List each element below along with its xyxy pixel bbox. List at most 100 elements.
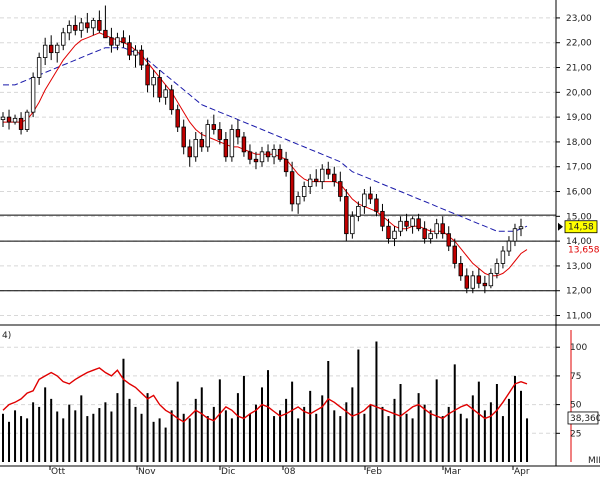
candle-body [247, 151, 253, 160]
candle-body [103, 29, 108, 39]
candle-body [12, 117, 18, 123]
y-tick-label: 15,00 [566, 212, 592, 222]
candle-body [398, 220, 403, 232]
candle-body [470, 275, 476, 289]
ma-slow-line [3, 47, 528, 232]
indicator-panel [0, 330, 572, 462]
candle-body [42, 44, 48, 59]
candle-body [374, 198, 379, 212]
candle-body [488, 272, 494, 287]
candle-body [211, 124, 217, 130]
candle-body [307, 178, 313, 187]
candle-body [344, 196, 349, 235]
candle-body [428, 233, 433, 240]
y-tick-label: 19,00 [566, 113, 592, 123]
candle-body [97, 19, 102, 31]
ma-value-label: 13,658 [568, 246, 600, 256]
x-tick-label: Feb [366, 467, 382, 477]
candle-body [434, 223, 439, 235]
candle-body [235, 129, 241, 138]
y-tick-label: 11,00 [566, 312, 592, 322]
candle-body [67, 24, 72, 34]
candle-body [476, 275, 482, 284]
candle-body [301, 186, 307, 197]
candle-body [223, 139, 229, 158]
y-tick-label: 16,00 [566, 188, 592, 198]
candle-body [416, 218, 421, 230]
tick-labels: 23,00 22,00 21,00 20,00 19,00 18,00 17,00 16,00… [2, 14, 600, 477]
candle-body [79, 22, 84, 31]
candle-body [271, 148, 277, 158]
x-tick-label: 08 [284, 467, 296, 477]
candle-body [24, 111, 30, 130]
candle-body [320, 168, 325, 182]
ind-last-value-box [567, 411, 599, 425]
y-tick-label: 20,00 [566, 88, 592, 98]
candle-body [48, 44, 54, 54]
candle-body [380, 210, 385, 227]
candle-body [494, 263, 500, 274]
candle-body [392, 230, 397, 240]
candle-body [362, 193, 367, 207]
candle-body [73, 24, 78, 31]
candle-body [91, 19, 96, 29]
candlestick-series [0, 5, 524, 294]
candle-body [452, 245, 457, 264]
x-tick-label: Apr [514, 467, 530, 477]
y-tick-label: 14,00 [566, 237, 592, 247]
candle-body [151, 77, 156, 86]
candle-body [61, 32, 66, 46]
candle-body [193, 139, 198, 158]
candle-body [85, 22, 90, 29]
candle-body [139, 49, 144, 66]
candle-body [181, 126, 186, 148]
candle-body [440, 223, 445, 235]
candle-body [55, 44, 60, 54]
candle-body [157, 77, 162, 98]
candle-body [386, 225, 391, 240]
x-tick-label: Ott [51, 467, 66, 477]
candle-body [410, 218, 415, 227]
moving-averages [3, 32, 528, 277]
y-tick-label: 23,00 [566, 14, 592, 24]
candle-body [500, 250, 506, 264]
axes [0, 0, 600, 470]
candle-body [265, 151, 271, 158]
candle-body [121, 37, 126, 44]
indicator-label: 4) [2, 331, 11, 341]
candle-body [512, 228, 518, 242]
candle-body [205, 124, 210, 148]
indicator-line [2, 367, 528, 423]
candle-body [199, 139, 204, 148]
candle-body [127, 42, 132, 56]
candle-body [350, 215, 355, 235]
horizontal-levels [0, 214, 556, 292]
ind-y-tick-label: 50 [570, 401, 582, 411]
grid-lines [0, 17, 556, 317]
candle-body [289, 171, 295, 205]
candle-body [6, 116, 12, 123]
corner-label: MIL [588, 456, 600, 466]
candle-body [36, 57, 42, 78]
candle-body [133, 49, 138, 56]
last-price-label: 14,58 [568, 223, 594, 233]
candle-body [163, 89, 168, 98]
ma-fast-line [3, 32, 528, 277]
candle-body [18, 117, 24, 130]
candle-body [253, 158, 259, 163]
candle-body [145, 64, 150, 86]
candle-body [464, 275, 469, 289]
candle-body [482, 282, 488, 287]
candle-body [277, 148, 283, 160]
candle-body [518, 226, 524, 230]
ind-y-tick-label: 100 [570, 343, 587, 353]
candle-body [422, 228, 427, 240]
last-price-box [564, 220, 598, 234]
candle-body [0, 116, 6, 121]
candle-body [326, 168, 331, 175]
candle-body [356, 205, 361, 217]
candle-body [446, 233, 451, 247]
y-tick-label: 21,00 [566, 64, 592, 74]
x-tick-label: Mar [444, 467, 461, 477]
